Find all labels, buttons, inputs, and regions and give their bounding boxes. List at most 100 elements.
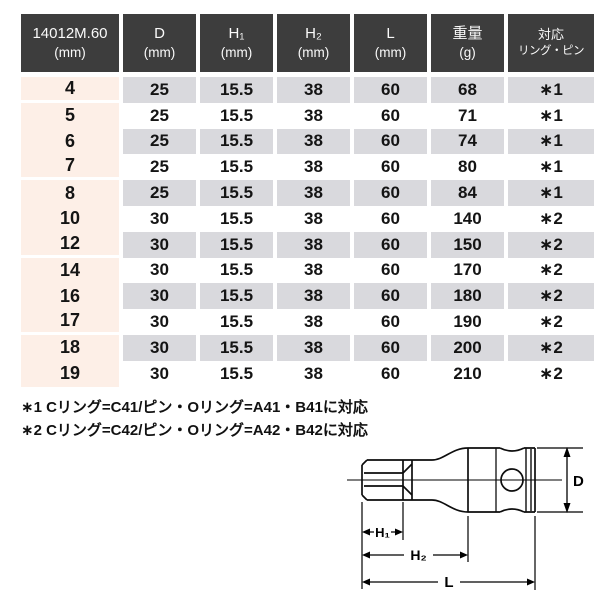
column-header-line2: (g): [459, 44, 476, 60]
column-header-line1: D: [154, 25, 165, 43]
label-d: D: [573, 473, 584, 490]
ball-hole: [500, 468, 524, 492]
cell-l: 60: [354, 334, 427, 361]
cell-l: 60: [354, 309, 427, 335]
cell-weight: 74: [431, 128, 504, 155]
cell-weight: 68: [431, 77, 504, 103]
table-header-row: 14012M.60 (mm) D (mm) H₁ (mm) H₂ (mm) L (mm) 重量 (g)…: [21, 14, 594, 72]
footnote-1: ∗1 Cリング=C41/ピン・Oリング=A41・B41に対応: [21, 399, 368, 416]
cell-weight: 210: [431, 360, 504, 387]
cell-ring: ∗1: [508, 128, 594, 155]
cell-ring: ∗1: [508, 102, 594, 129]
cell-h1: 15.5: [200, 334, 273, 361]
dim-d: [537, 447, 583, 513]
cell-h2: 38: [277, 154, 350, 181]
label-h1: H₁: [375, 525, 390, 540]
cell-d: 30: [123, 334, 196, 361]
column-header-size: 14012M.60 (mm): [21, 14, 119, 72]
cell-l: 60: [354, 257, 427, 284]
cell-d: 30: [123, 231, 196, 258]
cell-weight: 84: [431, 180, 504, 206]
cell-d: 25: [123, 180, 196, 206]
column-header-h2: H₂ (mm): [277, 14, 350, 72]
column-header-line1: L: [386, 25, 395, 43]
cell-d: 25: [123, 128, 196, 155]
column-header-line1: 14012M.60: [32, 25, 108, 43]
cell-ring: ∗2: [508, 334, 594, 361]
cell-ring: ∗2: [508, 205, 594, 232]
cell-ring: ∗1: [508, 77, 594, 103]
cell-weight: 150: [431, 231, 504, 258]
cell-ring: ∗2: [508, 309, 594, 335]
cell-d: 25: [123, 154, 196, 181]
cell-size: 7: [21, 154, 119, 181]
cell-l: 60: [354, 231, 427, 258]
cell-d: 25: [123, 102, 196, 129]
cell-size: 4: [21, 77, 119, 103]
cell-h1: 15.5: [200, 77, 273, 103]
cell-d: 30: [123, 205, 196, 232]
cell-d: 30: [123, 257, 196, 284]
cell-l: 60: [354, 205, 427, 232]
cell-ring: ∗2: [508, 283, 594, 310]
cell-weight: 170: [431, 257, 504, 284]
column-header-line2: (mm): [143, 44, 176, 60]
cell-weight: 200: [431, 334, 504, 361]
cell-h2: 38: [277, 231, 350, 258]
cell-ring: ∗2: [508, 257, 594, 284]
column-header-line1: H₂: [305, 25, 322, 43]
socket-profile: [361, 447, 536, 513]
column-header-line2: (mm): [374, 44, 407, 60]
cell-size: 18: [21, 334, 119, 361]
cell-h1: 15.5: [200, 283, 273, 310]
footnote-2: ∗2 Cリング=C42/ピン・Oリング=A42・B42に対応: [21, 422, 368, 439]
dim-h1-arrows: [362, 528, 403, 536]
cell-weight: 71: [431, 102, 504, 129]
cell-d: 25: [123, 77, 196, 103]
column-header-line1: 対応: [537, 27, 564, 43]
cell-h1: 15.5: [200, 102, 273, 129]
cell-d: 30: [123, 309, 196, 335]
cell-h1: 15.5: [200, 154, 273, 181]
cell-l: 60: [354, 283, 427, 310]
dim-l-arrows: [362, 578, 535, 586]
column-header-line2: (mm): [297, 44, 330, 60]
cell-size: 16: [21, 283, 119, 310]
column-header-h1: H₁ (mm): [200, 14, 273, 72]
cell-weight: 140: [431, 205, 504, 232]
cell-l: 60: [354, 128, 427, 155]
cell-h1: 15.5: [200, 309, 273, 335]
cell-h2: 38: [277, 257, 350, 284]
cell-ring: ∗1: [508, 180, 594, 206]
cell-size: 19: [21, 360, 119, 387]
cell-l: 60: [354, 77, 427, 103]
column-header-weight: 重量 (g): [431, 14, 504, 72]
column-header-line2: リング・ピン: [518, 44, 585, 57]
cell-h2: 38: [277, 360, 350, 387]
socket-dimension-diagram: D H₁ H₂: [347, 447, 584, 591]
cell-h2: 38: [277, 102, 350, 129]
cell-weight: 80: [431, 154, 504, 181]
footnotes: ∗1 Cリング=C41/ピン・Oリング=A41・B41に対応 ∗2 Cリング=C…: [21, 396, 368, 442]
dim-h2-arrows: [362, 551, 468, 559]
column-header-l: L (mm): [354, 14, 427, 72]
cell-ring: ∗1: [508, 154, 594, 181]
cell-size: 17: [21, 309, 119, 335]
cell-h1: 15.5: [200, 180, 273, 206]
cell-h2: 38: [277, 334, 350, 361]
cell-size: 5: [21, 102, 119, 129]
cell-h2: 38: [277, 77, 350, 103]
cell-h1: 15.5: [200, 205, 273, 232]
cell-d: 30: [123, 360, 196, 387]
cell-ring: ∗2: [508, 360, 594, 387]
cell-l: 60: [354, 102, 427, 129]
cell-weight: 180: [431, 283, 504, 310]
cell-h1: 15.5: [200, 128, 273, 155]
table-body: 4 25 15.5 38 60 68 ∗1 5 25 15.5 38 60 71 ∗1 6 25 15.5 38 6…: [21, 77, 594, 387]
column-header-ring: 対応 リング・ピン: [508, 14, 594, 72]
cell-h1: 15.5: [200, 231, 273, 258]
cell-weight: 190: [431, 309, 504, 335]
cell-h1: 15.5: [200, 257, 273, 284]
column-header-line2: (mm): [220, 44, 253, 60]
